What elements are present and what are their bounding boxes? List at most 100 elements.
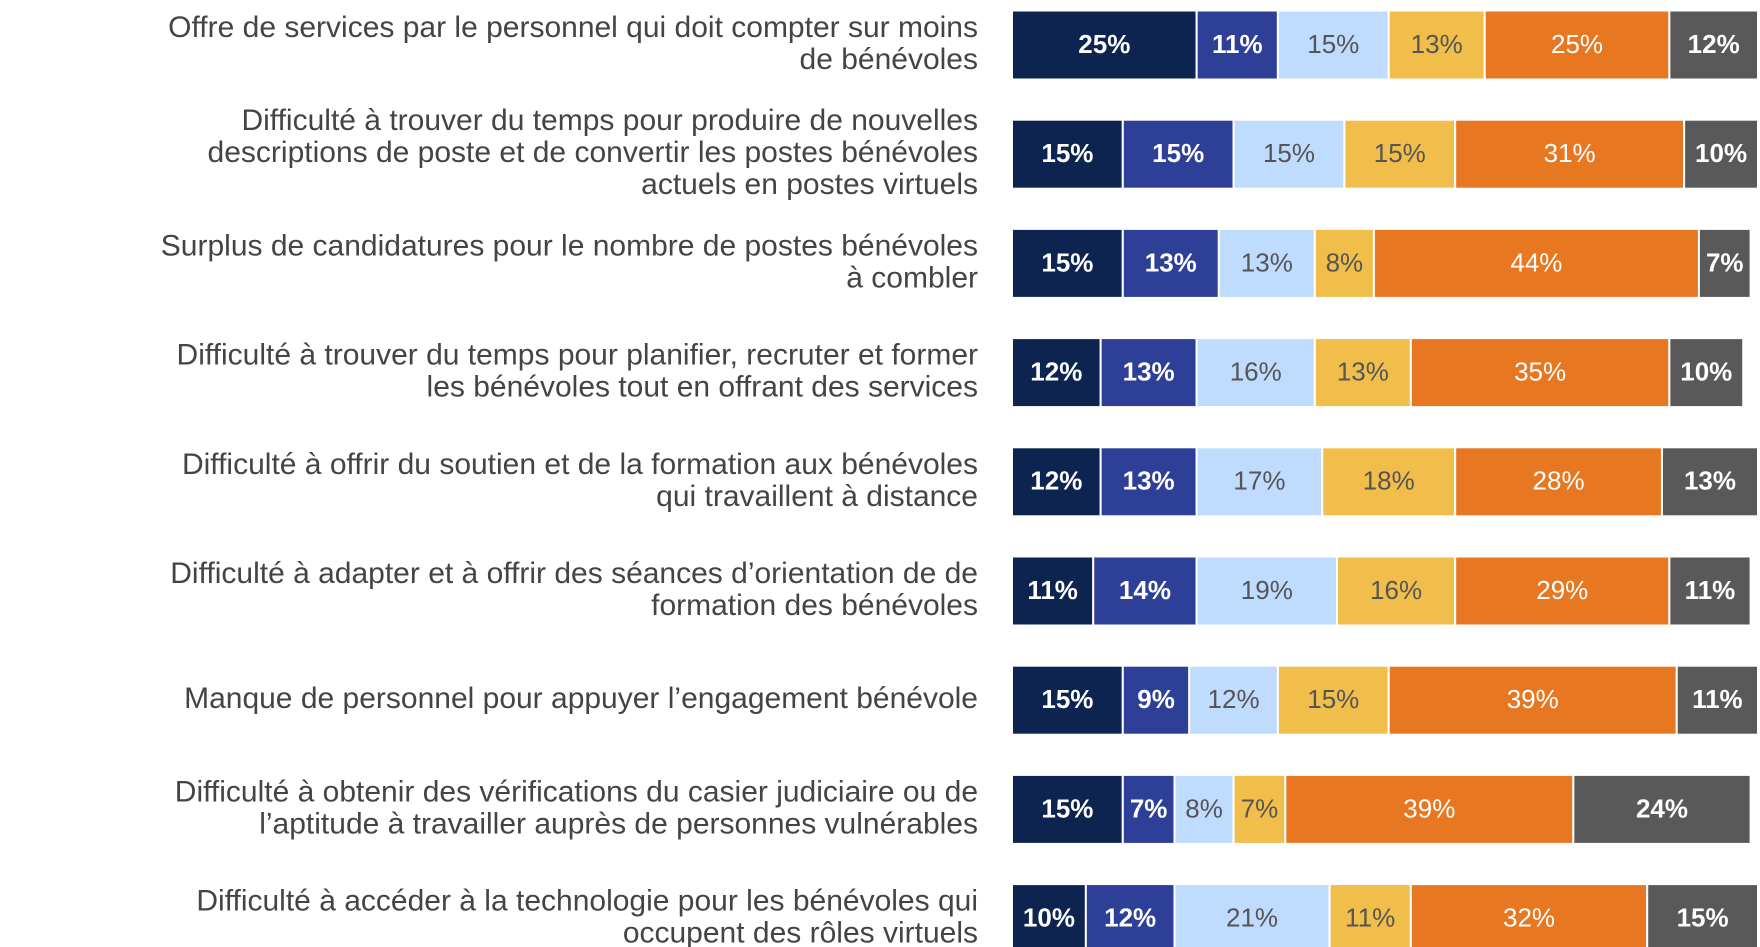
value-label: 13% — [1241, 247, 1293, 277]
bar-segment — [1011, 118, 1124, 190]
bar-segment — [1276, 9, 1390, 81]
bar-segment — [1011, 446, 1102, 518]
bar-segment — [1409, 883, 1649, 947]
value-label: 10% — [1680, 356, 1732, 386]
category-label: Difficulté à trouver du temps pour produ… — [208, 104, 978, 201]
bar-segment — [1011, 773, 1124, 845]
category-line: Difficulté à accéder à la technologie po… — [196, 885, 978, 918]
bar-segment — [1195, 446, 1324, 518]
bar-segment — [1483, 9, 1671, 81]
bar-segment — [1121, 664, 1191, 736]
value-label: 32% — [1503, 902, 1555, 932]
category-line: Offre de services par le personnel qui d… — [168, 11, 978, 44]
value-label: 12% — [1104, 902, 1156, 932]
value-label: 28% — [1533, 466, 1585, 496]
category-label: Difficulté à accéder à la technologie po… — [196, 885, 978, 947]
bar-segment — [1121, 227, 1220, 299]
category-label: Offre de services par le personnel qui d… — [168, 11, 978, 76]
bar-segment — [1121, 118, 1235, 190]
bar-segment — [1454, 446, 1663, 518]
category-line: Difficulté à offrir du soutien et de la … — [182, 448, 978, 481]
value-label: 7% — [1130, 793, 1168, 823]
bar-segment — [1313, 337, 1412, 409]
bar-segment — [1343, 118, 1457, 190]
category-line: Difficulté à trouver du temps pour produ… — [241, 104, 978, 137]
category-line: l’aptitude à travailler auprès de person… — [259, 807, 978, 840]
value-label: 13% — [1123, 466, 1175, 496]
bar-segment — [1195, 337, 1316, 409]
value-label: 16% — [1230, 356, 1282, 386]
category-line: Difficulté à obtenir des vérifications d… — [175, 775, 978, 808]
bar-segment — [1454, 555, 1671, 627]
bar-segment — [1660, 446, 1760, 518]
value-label: 10% — [1023, 902, 1075, 932]
value-label: 10% — [1695, 138, 1747, 168]
bar-segment — [1683, 118, 1760, 190]
category-line: actuels en postes virtuels — [641, 168, 978, 201]
value-label: 21% — [1226, 902, 1278, 932]
bar-segment — [1387, 664, 1678, 736]
bar-segment — [1195, 9, 1279, 81]
bar-segment — [1011, 883, 1087, 947]
value-label: 9% — [1137, 684, 1175, 714]
value-label: 39% — [1507, 684, 1559, 714]
bar-segment — [1572, 773, 1752, 845]
value-label: 44% — [1510, 247, 1562, 277]
category-label: Difficulté à trouver du temps pour plani… — [177, 339, 978, 404]
value-label: 11% — [1685, 575, 1736, 605]
value-label: 11% — [1345, 902, 1395, 932]
value-label: 25% — [1078, 29, 1130, 59]
value-label: 15% — [1041, 793, 1093, 823]
value-label: 13% — [1411, 29, 1463, 59]
value-label: 29% — [1536, 575, 1588, 605]
value-label: 35% — [1514, 356, 1566, 386]
bar-segment — [1321, 446, 1457, 518]
bar-segment — [1668, 337, 1745, 409]
category-label: Surplus de candidatures pour le nombre d… — [161, 229, 978, 294]
category-line: Difficulté à trouver du temps pour plani… — [177, 339, 978, 372]
value-label: 15% — [1041, 138, 1093, 168]
category-line: les bénévoles tout en offrant des servic… — [427, 371, 978, 404]
category-line: Surplus de candidatures pour le nombre d… — [161, 229, 978, 262]
bar-segment — [1646, 883, 1759, 947]
value-label: 39% — [1403, 793, 1455, 823]
value-label: 13% — [1123, 356, 1175, 386]
value-label: 15% — [1307, 684, 1359, 714]
value-label: 31% — [1544, 138, 1596, 168]
category-line: formation des bénévoles — [651, 589, 978, 622]
value-label: 24% — [1636, 793, 1688, 823]
value-label: 15% — [1152, 138, 1204, 168]
bar-segment — [1099, 337, 1198, 409]
value-label: 11% — [1212, 29, 1263, 59]
bar-segment — [1011, 664, 1124, 736]
bar-segment — [1173, 773, 1235, 845]
value-label: 11% — [1027, 575, 1078, 605]
value-label: 8% — [1185, 793, 1223, 823]
value-label: 7% — [1241, 793, 1279, 823]
bar-segment — [1011, 9, 1198, 81]
bar-segment — [1276, 664, 1390, 736]
category-line: qui travaillent à distance — [656, 480, 978, 513]
value-label: 15% — [1041, 684, 1093, 714]
bar-segment — [1697, 227, 1752, 299]
value-label: 13% — [1145, 247, 1197, 277]
value-label: 16% — [1370, 575, 1422, 605]
value-label: 15% — [1677, 902, 1729, 932]
value-label: 18% — [1363, 466, 1415, 496]
bar-segment — [1668, 555, 1752, 627]
category-line: Manque de personnel pour appuyer l’engag… — [184, 682, 978, 715]
value-label: 13% — [1337, 356, 1389, 386]
value-label: 12% — [1688, 29, 1740, 59]
value-label: 12% — [1030, 356, 1082, 386]
bar-segment — [1675, 664, 1759, 736]
bar-segment — [1173, 883, 1331, 947]
bar-segment — [1011, 337, 1102, 409]
bar-segment — [1232, 773, 1287, 845]
value-label: 15% — [1263, 138, 1315, 168]
value-label: 13% — [1684, 466, 1736, 496]
category-label: Manque de personnel pour appuyer l’engag… — [184, 682, 978, 715]
value-label: 7% — [1706, 247, 1744, 277]
category-label: Difficulté à offrir du soutien et de la … — [182, 448, 978, 513]
